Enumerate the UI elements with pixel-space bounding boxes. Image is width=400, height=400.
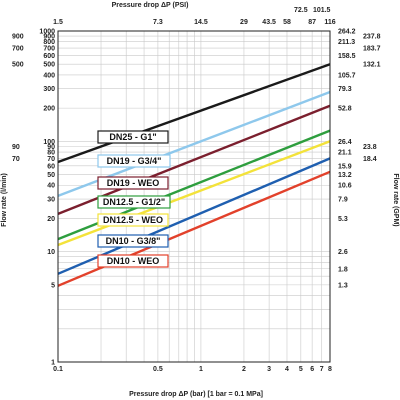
legend-box: [97, 213, 169, 227]
y2-tick-label: 79.3: [338, 86, 352, 93]
y-outer-tick-label: 90: [12, 144, 20, 151]
right-axis-title: Flow rate (GPM): [392, 173, 399, 226]
y-outer-tick-label: 900: [12, 34, 24, 41]
y2-tick-label: 18.4: [363, 156, 377, 163]
x-axis-title: Pressure drop ΔP (bar) [1 bar = 0.1 MPa]: [129, 391, 263, 398]
y2-tick-label: 132.1: [363, 62, 381, 69]
legend-label: DN12.5 - G1/2": [103, 197, 165, 207]
y-tick-label: 5: [51, 282, 55, 289]
y2-tick-label: 264.2: [338, 29, 356, 36]
y2-tick-label: 26.4: [338, 139, 352, 146]
top-tick-label: 58: [283, 19, 291, 26]
y-tick-label: 80: [47, 150, 55, 157]
x-tick-label: 0.5: [153, 366, 163, 373]
y2-tick-label: 183.7: [363, 46, 381, 53]
y-tick-label: 200: [43, 106, 55, 113]
x-tick-label: 2: [242, 366, 246, 373]
top-tick-label: 7.3: [153, 19, 163, 26]
y-tick-label: 400: [43, 72, 55, 79]
x-tick-label: 0.1: [53, 366, 63, 373]
y-axis-title: Flow rate (l/min): [1, 173, 8, 227]
top-tick-label: 29: [240, 19, 248, 26]
y2-tick-label: 23.8: [363, 144, 377, 151]
y-tick-label: 10: [47, 249, 55, 256]
y-tick-label: 1: [51, 360, 55, 367]
legend-label: DN19 - G3/4": [107, 156, 162, 166]
y-tick-label: 100: [43, 139, 55, 146]
x-tick-label: 1: [199, 366, 203, 373]
tick-labels: 0.1 0.5 1 2 3 4 5 6 7 81.5 7.3 14.5 29 43.5 5872.58710…: [12, 7, 381, 373]
top-tick-label: 72.5: [294, 7, 308, 14]
legend-box: [97, 254, 169, 268]
y2-tick-label: 7.9: [338, 197, 348, 204]
series-line: [57, 140, 331, 247]
x-tick-label: 5: [299, 366, 303, 373]
legend-box: [97, 130, 169, 144]
y2-tick-label: 1.8: [338, 266, 348, 273]
y2-tick-label: 237.8: [363, 34, 381, 41]
x-tick-label: 4: [285, 366, 289, 373]
legend-box: [97, 154, 171, 168]
y-tick-label: 90: [47, 144, 55, 151]
y-tick-label: 30: [47, 197, 55, 204]
x-tick-label: 3: [267, 366, 271, 373]
y-tick-label: 1000: [39, 29, 55, 36]
y2-tick-label: 2.6: [338, 249, 348, 256]
y2-tick-label: 21.1: [338, 150, 352, 157]
y-tick-label: 700: [43, 46, 55, 53]
y-tick-label: 300: [43, 86, 55, 93]
legend-box: [97, 234, 169, 248]
y2-tick-label: 5.3: [338, 216, 348, 223]
y-tick-label: 900: [43, 34, 55, 41]
top-tick-label: 43.5: [262, 19, 276, 26]
y2-tick-label: 15.9: [338, 163, 352, 170]
plot-frame: [57, 30, 331, 363]
top-tick-label: 87: [308, 19, 316, 26]
legend: DN25 - G1" DN19 - G3/4" DN19 - WEO DN12.5 -…: [97, 130, 171, 268]
legend-box: [97, 176, 169, 190]
y-outer-tick-label: 700: [12, 46, 24, 53]
x-tick-label: 8: [328, 366, 332, 373]
y2-tick-label: 1.3: [338, 282, 348, 289]
y-tick-label: 600: [43, 53, 55, 60]
y-tick-label: 70: [47, 156, 55, 163]
y-outer-tick-label: 70: [12, 156, 20, 163]
y-tick-label: 40: [47, 183, 55, 190]
y-tick-label: 60: [47, 163, 55, 170]
y-tick-label: 50: [47, 172, 55, 179]
y2-tick-label: 158.5: [338, 53, 356, 60]
y-tick-label: 800: [43, 39, 55, 46]
y2-tick-label: 105.7: [338, 72, 356, 79]
top-tick-label: 116: [324, 19, 335, 26]
x-tick-label: 6: [310, 366, 314, 373]
y2-tick-label: 10.6: [338, 183, 352, 190]
top-axis-title: Pressure drop ΔP (PSI): [112, 2, 189, 9]
y2-tick-label: 211.3: [338, 39, 355, 46]
legend-label: DN19 - WEO: [107, 178, 160, 188]
top-tick-label: 14.5: [194, 19, 208, 26]
legend-label: DN12.5 - WEO: [103, 215, 163, 225]
legend-label: DN10 - G3/8": [106, 236, 161, 246]
top-tick-label: 101.5: [313, 7, 331, 14]
series-line: [57, 63, 331, 164]
y2-tick-label: 13.2: [338, 172, 352, 179]
x-tick-label: 7: [320, 366, 324, 373]
top-tick-label: 1.5: [53, 19, 63, 26]
legend-box: [97, 195, 171, 209]
legend-label: DN10 - WEO: [107, 256, 160, 266]
y-outer-tick-label: 500: [12, 62, 24, 69]
y2-tick-label: 52.8: [338, 106, 352, 113]
y-tick-label: 500: [43, 62, 55, 69]
y-tick-label: 20: [47, 216, 55, 223]
legend-label: DN25 - G1": [109, 132, 156, 142]
